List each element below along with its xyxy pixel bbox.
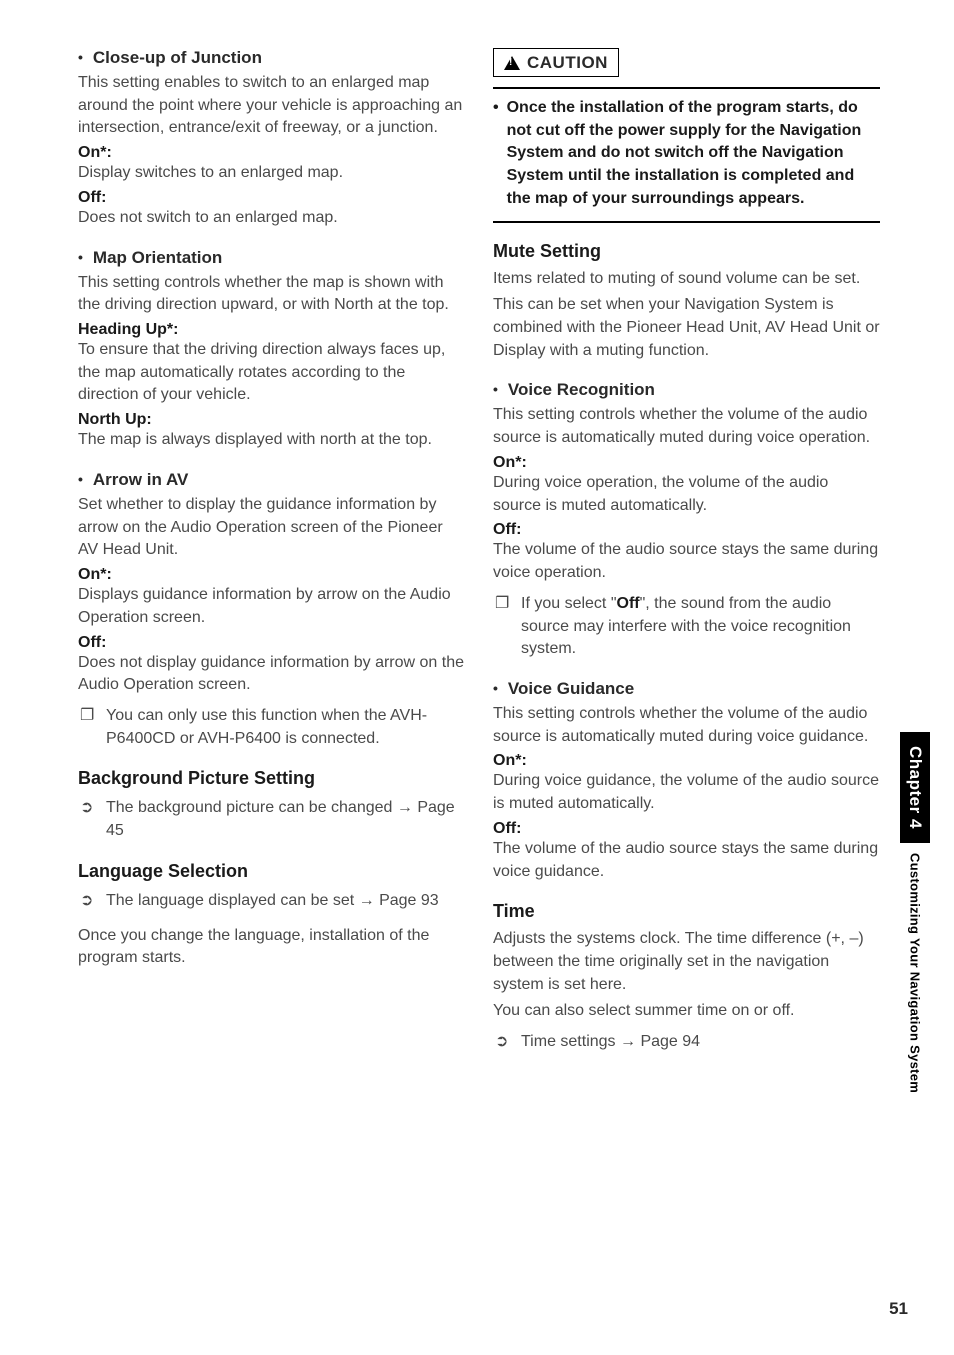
caution-rule-top: [493, 87, 880, 89]
note-marker-icon: ❐: [495, 593, 511, 661]
closeup-title: Close-up of Junction: [93, 48, 262, 68]
orientation-title: Map Orientation: [93, 248, 222, 268]
arrow-icon: →: [620, 1033, 636, 1050]
bullet-icon: •: [493, 680, 498, 696]
time-ref-text: Time settings → Page 94: [521, 1031, 700, 1054]
arrow-off-label: Off:: [78, 634, 465, 652]
orientation-desc: This setting controls whether the map is…: [78, 272, 465, 317]
sidebar: Chapter 4 Customizing Your Navigation Sy…: [900, 732, 930, 1093]
vguide-on-label: On*:: [493, 752, 880, 770]
vrec-note-pre: If you select ": [521, 595, 617, 612]
heading-up-label: Heading Up*:: [78, 321, 465, 339]
arrow-desc: Set whether to display the guidance info…: [78, 494, 465, 562]
ref-marker-icon: ➲: [495, 1031, 511, 1054]
arrow-note-text: You can only use this function when the …: [106, 705, 465, 750]
mute-p2: This can be set when your Navigation Sys…: [493, 294, 880, 362]
vguide-heading: • Voice Guidance: [493, 679, 880, 699]
caution-bullet: •: [493, 97, 499, 211]
lang-ref-text: The language displayed can be set → Page…: [106, 890, 439, 913]
caution-body: • Once the installation of the program s…: [493, 97, 880, 211]
orientation-heading: • Map Orientation: [78, 248, 465, 268]
bg-ref-pre: The background picture can be changed: [106, 799, 397, 816]
closeup-on-text: Display switches to an enlarged map.: [78, 162, 465, 185]
note-marker-icon: ❐: [80, 705, 96, 750]
bullet-icon: •: [78, 249, 83, 265]
bullet-icon: •: [78, 471, 83, 487]
time-title: Time: [493, 901, 880, 922]
lang-ref-page: Page 93: [379, 892, 439, 909]
arrow-icon: →: [359, 892, 375, 909]
time-ref-pre: Time settings: [521, 1033, 620, 1050]
bg-ref: ➲ The background picture can be changed …: [78, 797, 465, 842]
vrec-on-text: During voice operation, the volume of th…: [493, 472, 880, 517]
arrow-heading: • Arrow in AV: [78, 470, 465, 490]
heading-up-text: To ensure that the driving direction alw…: [78, 339, 465, 407]
vrec-note-bold: Off: [617, 595, 640, 612]
lang-post: Once you change the language, installati…: [78, 925, 465, 970]
arrow-on-text: Displays guidance information by arrow o…: [78, 584, 465, 629]
sidebar-subtitle: Customizing Your Navigation System: [908, 853, 923, 1093]
bg-ref-text: The background picture can be changed → …: [106, 797, 465, 842]
mute-title: Mute Setting: [493, 241, 880, 262]
left-column: • Close-up of Junction This setting enab…: [78, 48, 465, 1054]
north-up-text: The map is always displayed with north a…: [78, 429, 465, 452]
lang-ref: ➲ The language displayed can be set → Pa…: [78, 890, 465, 913]
ref-marker-icon: ➲: [80, 890, 96, 913]
page-number: 51: [889, 1299, 908, 1319]
mute-p1: Items related to muting of sound volume …: [493, 268, 880, 291]
closeup-desc: This setting enables to switch to an enl…: [78, 72, 465, 140]
time-ref-page: Page 94: [640, 1033, 700, 1050]
closeup-heading: • Close-up of Junction: [78, 48, 465, 68]
vguide-off-text: The volume of the audio source stays the…: [493, 838, 880, 883]
lang-ref-pre: The language displayed can be set: [106, 892, 359, 909]
vrec-off-text: The volume of the audio source stays the…: [493, 539, 880, 584]
caution-text: Once the installation of the program sta…: [507, 97, 880, 211]
lang-title: Language Selection: [78, 861, 465, 882]
arrow-on-label: On*:: [78, 566, 465, 584]
time-p1: Adjusts the systems clock. The time diff…: [493, 928, 880, 996]
time-p2: You can also select summer time on or of…: [493, 1000, 880, 1023]
caution-label: CAUTION: [527, 53, 608, 73]
bullet-icon: •: [78, 49, 83, 65]
caution-box: CAUTION: [493, 48, 619, 77]
vrec-off-label: Off:: [493, 521, 880, 539]
bg-title: Background Picture Setting: [78, 768, 465, 789]
arrow-off-text: Does not display guidance information by…: [78, 652, 465, 697]
warning-icon: [504, 56, 520, 70]
vrec-note: ❐ If you select "Off", the sound from th…: [493, 593, 880, 661]
arrow-icon: →: [397, 799, 413, 816]
vguide-title: Voice Guidance: [508, 679, 634, 699]
chapter-tab: Chapter 4: [900, 732, 930, 843]
time-ref: ➲ Time settings → Page 94: [493, 1031, 880, 1054]
arrow-title: Arrow in AV: [93, 470, 188, 490]
closeup-off-text: Does not switch to an enlarged map.: [78, 207, 465, 230]
vrec-heading: • Voice Recognition: [493, 380, 880, 400]
closeup-off-label: Off:: [78, 189, 465, 207]
vguide-off-label: Off:: [493, 820, 880, 838]
bullet-icon: •: [493, 381, 498, 397]
vrec-note-text: If you select "Off", the sound from the …: [521, 593, 880, 661]
vrec-title: Voice Recognition: [508, 380, 655, 400]
right-column: CAUTION • Once the installation of the p…: [493, 48, 924, 1054]
caution-rule-bot: [493, 221, 880, 223]
vrec-on-label: On*:: [493, 454, 880, 472]
arrow-note: ❐ You can only use this function when th…: [78, 705, 465, 750]
vguide-desc: This setting controls whether the volume…: [493, 703, 880, 748]
north-up-label: North Up:: [78, 411, 465, 429]
vrec-desc: This setting controls whether the volume…: [493, 404, 880, 449]
closeup-on-label: On*:: [78, 144, 465, 162]
ref-marker-icon: ➲: [80, 797, 96, 842]
vguide-on-text: During voice guidance, the volume of the…: [493, 770, 880, 815]
